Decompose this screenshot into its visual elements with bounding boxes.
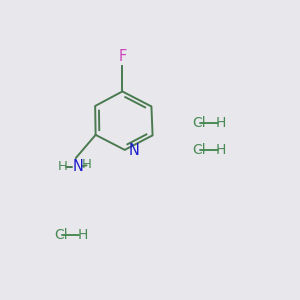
- Text: H: H: [58, 160, 68, 173]
- Text: F: F: [118, 49, 127, 64]
- Text: Cl: Cl: [192, 143, 206, 157]
- Text: Cl: Cl: [192, 116, 206, 130]
- Text: H: H: [82, 158, 92, 171]
- Text: N: N: [129, 143, 140, 158]
- Text: H: H: [78, 228, 88, 242]
- Text: Cl: Cl: [54, 228, 68, 242]
- Text: H: H: [216, 143, 226, 157]
- Text: H: H: [216, 116, 226, 130]
- Text: N: N: [72, 159, 83, 174]
